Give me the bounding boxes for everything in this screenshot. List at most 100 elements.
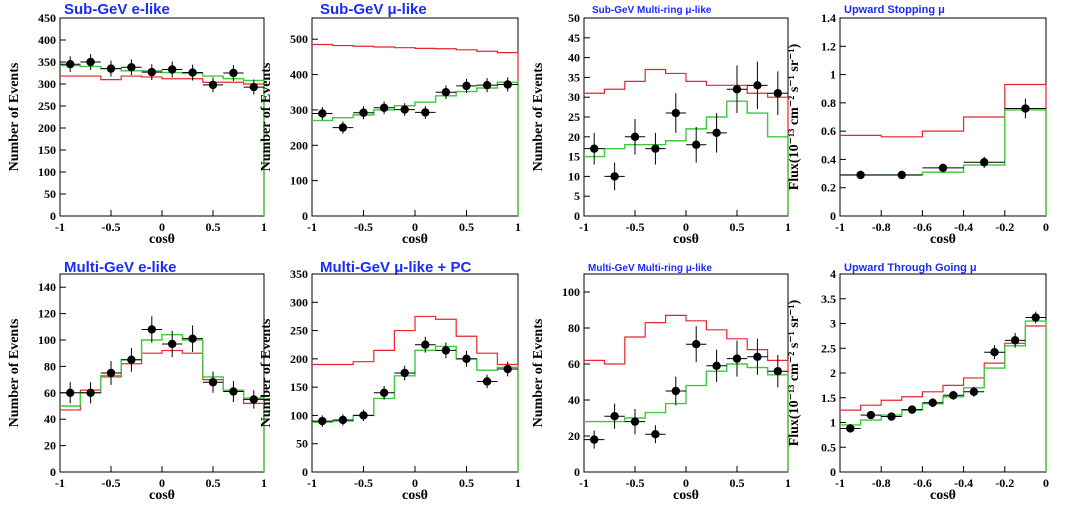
x-tick-label: 1 <box>515 220 521 234</box>
data-marker <box>1010 336 1020 345</box>
data-point <box>747 338 768 375</box>
data-marker <box>897 170 906 180</box>
data-marker <box>503 80 512 89</box>
data-point <box>767 71 788 116</box>
data-point <box>584 430 605 449</box>
best-fit-histogram <box>60 64 265 216</box>
data-point <box>624 118 646 155</box>
data-point <box>943 390 964 400</box>
best-fit-histogram <box>840 320 1047 472</box>
x-tick-label: -0.5 <box>354 476 373 490</box>
best-fit-histogram <box>312 345 519 472</box>
data-marker <box>208 378 218 387</box>
x-tick-label: 1 <box>261 220 267 234</box>
plot-frame <box>59 17 265 217</box>
y-tick-label: 150 <box>290 380 308 394</box>
y-axis-label: Flux(10⁻¹³ cm⁻² s⁻¹ sr⁻¹) <box>787 299 802 446</box>
data-point <box>182 325 203 352</box>
data-marker <box>421 340 430 349</box>
x-tick-label: 1 <box>261 476 267 490</box>
data-marker <box>692 140 701 149</box>
data-marker <box>127 355 136 364</box>
x-tick-label: 0.5 <box>206 476 221 490</box>
data-point <box>645 425 666 444</box>
data-marker <box>692 340 701 349</box>
panel-title: Multi-GeV e-like <box>64 259 177 276</box>
y-tick-label: 0.4 <box>821 152 836 166</box>
data-marker <box>379 103 389 113</box>
x-tick-label: -0.5 <box>354 220 373 234</box>
y-tick-label: 40 <box>568 51 580 65</box>
data-marker <box>671 108 680 118</box>
y-tick-label: 450 <box>38 11 56 25</box>
data-marker <box>671 386 680 396</box>
y-tick-label: 15 <box>568 150 580 164</box>
data-point <box>202 77 224 93</box>
x-tick-label: 0 <box>159 220 165 234</box>
data-marker <box>1031 313 1040 322</box>
x-tick-label: 0 <box>683 220 689 234</box>
data-point <box>243 79 264 95</box>
data-point <box>686 126 707 163</box>
y-tick-label: 45 <box>568 31 580 45</box>
data-marker <box>379 388 389 397</box>
y-tick-label: 0 <box>302 209 308 223</box>
data-marker <box>318 416 327 426</box>
y-tick-label: 100 <box>38 333 56 347</box>
data-marker <box>866 410 876 420</box>
y-tick-label: 40 <box>568 393 580 407</box>
data-point <box>747 61 768 110</box>
x-tick-label: -0.6 <box>913 220 932 234</box>
data-marker <box>66 59 75 69</box>
data-marker <box>168 65 177 74</box>
data-marker <box>630 417 640 426</box>
x-tick-label: 0 <box>159 476 165 490</box>
no-oscillation-histogram <box>312 43 519 216</box>
x-tick-label: -0.5 <box>102 220 121 234</box>
y-tick-label: 250 <box>290 324 308 338</box>
data-marker <box>503 364 512 374</box>
data-point <box>394 103 415 116</box>
data-point <box>584 132 605 165</box>
data-point <box>373 101 395 115</box>
data-point <box>80 382 101 404</box>
x-axis-label: cosθ <box>930 488 956 503</box>
y-tick-label: 350 <box>38 55 56 69</box>
panel-multigev-e-like: Multi-GeV e-like 0 20 40 60 80 100 120 140 -1 -0.5… <box>7 259 267 503</box>
y-tick-label: 20 <box>44 439 56 453</box>
y-tick-label: 20 <box>568 130 580 144</box>
y-tick-label: 0.5 <box>821 440 836 454</box>
x-tick-label: -1 <box>835 220 845 234</box>
data-point <box>162 330 183 358</box>
data-marker <box>990 348 999 357</box>
y-tick-label: 500 <box>290 32 308 46</box>
y-tick-label: 60 <box>44 386 56 400</box>
y-tick-label: 350 <box>290 267 308 281</box>
x-tick-label: -1 <box>307 476 317 490</box>
x-axis-label: cosθ <box>930 232 956 247</box>
y-tick-label: 100 <box>38 165 56 179</box>
data-point <box>141 316 162 343</box>
y-tick-label: 200 <box>38 121 56 135</box>
best-fit-histogram <box>584 100 789 216</box>
data-marker <box>1021 104 1030 113</box>
panel-title: Upward Through Going μ <box>844 262 977 274</box>
y-tick-label: 1.2 <box>821 39 836 53</box>
data-marker <box>400 105 409 114</box>
data-marker <box>318 109 327 118</box>
y-tick-label: 80 <box>44 359 56 373</box>
data-marker <box>338 123 348 132</box>
y-tick-label: 0 <box>574 465 580 479</box>
y-tick-label: 0.6 <box>821 124 836 138</box>
x-tick-label: -0.4 <box>954 220 973 234</box>
data-marker <box>188 68 197 77</box>
y-tick-label: 40 <box>44 412 56 426</box>
data-marker <box>938 163 948 173</box>
data-marker <box>651 430 660 439</box>
no-oscillation-histogram <box>312 315 519 472</box>
data-point <box>645 132 666 165</box>
x-tick-label: 0 <box>412 220 418 234</box>
plot-frame <box>59 273 265 473</box>
y-tick-label: 50 <box>44 187 56 201</box>
data-marker <box>168 339 177 349</box>
